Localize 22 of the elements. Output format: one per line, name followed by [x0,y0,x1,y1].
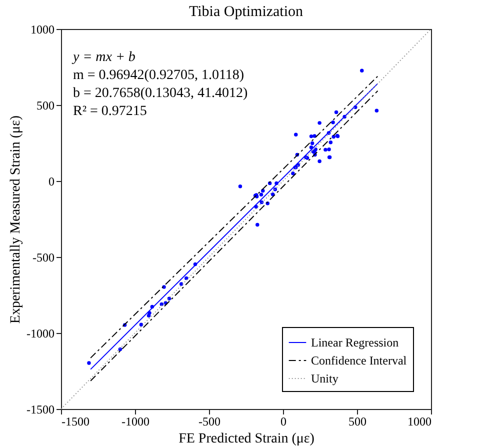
y-tick-label: 500 [36,98,54,112]
chart-title: Tibia Optimization [188,4,304,20]
y-tick-label: -500 [32,250,54,264]
y-tick-label: -1500 [26,402,54,416]
x-tick-label: 0 [280,414,286,428]
y-tick-label: -1000 [26,326,54,340]
y-axis-title: Experimentally Measured Strain (με) [8,115,24,324]
legend-label: Unity [311,372,338,386]
x-tick-label: -1000 [122,414,150,428]
y-tick-label: 0 [48,174,54,188]
annotation: m = 0.96942(0.92705, 1.0118) [73,68,244,83]
annotation: y = mx + b [71,50,136,65]
y-tick-label: 1000 [30,22,54,36]
x-tick-label: 1000 [408,414,432,428]
x-tick-label: 500 [348,414,366,428]
annotation: R² = 0.97215 [73,104,147,119]
x-tick-label: -500 [198,414,220,428]
annotation: b = 20.7658(0.13043, 41.4012) [73,86,248,101]
legend-label: Confidence Interval [311,354,408,368]
x-tick-label: -1500 [62,414,90,428]
legend-label: Linear Regression [311,336,399,350]
x-axis-title: FE Predicted Strain (με) [178,432,315,446]
